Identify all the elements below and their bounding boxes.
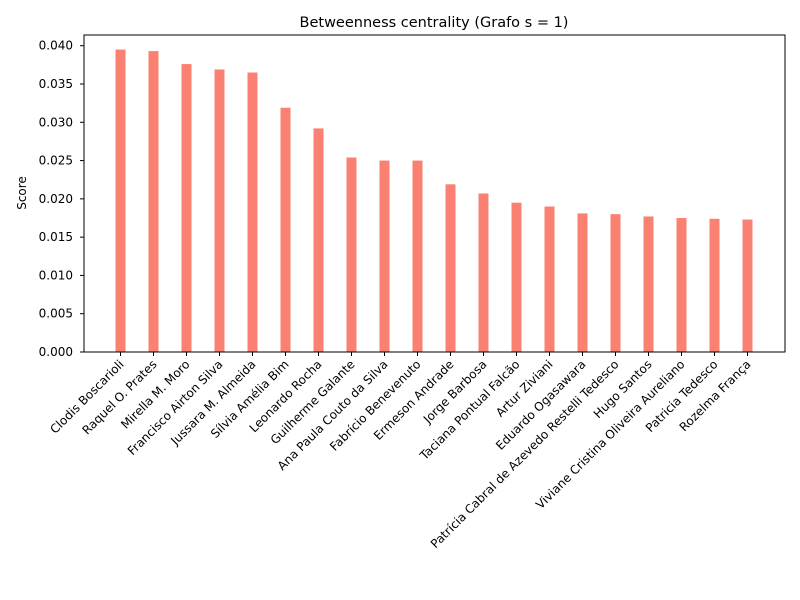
y-tick-label: 0.005 [39, 307, 73, 321]
bar [643, 216, 654, 352]
bar [148, 51, 159, 352]
y-tick-label: 0.025 [39, 154, 73, 168]
bar [115, 49, 126, 352]
bar [511, 202, 522, 352]
bar [445, 184, 456, 352]
bar [346, 157, 357, 352]
y-tick-label: 0.010 [39, 268, 73, 282]
bar [478, 193, 489, 352]
bar [247, 72, 258, 353]
chart-title: Betweenness centrality (Grafo s = 1) [300, 15, 569, 31]
bar [379, 160, 390, 352]
bar [676, 218, 687, 352]
y-tick-label: 0.040 [39, 39, 73, 53]
plot-frame [83, 34, 786, 353]
y-tick-label: 0.035 [39, 77, 73, 91]
y-tick-label: 0.020 [39, 192, 73, 206]
y-tick-label: 0.015 [39, 230, 73, 244]
bar [280, 107, 291, 352]
bar [709, 218, 720, 352]
bar [742, 219, 753, 352]
bar [181, 64, 192, 352]
bar [412, 160, 423, 352]
y-axis: 0.000 0.005 0.010 0.015 0.020 0.025 0.030 0.035… [39, 39, 84, 359]
y-tick-label: 0.030 [39, 115, 73, 129]
bar [577, 213, 588, 352]
bar [610, 214, 621, 352]
bars-group [115, 49, 753, 353]
y-tick-label: 0.000 [39, 345, 73, 359]
bar [214, 69, 225, 353]
bar [313, 128, 324, 352]
y-axis-label: Score [15, 176, 29, 210]
bar [544, 206, 555, 352]
